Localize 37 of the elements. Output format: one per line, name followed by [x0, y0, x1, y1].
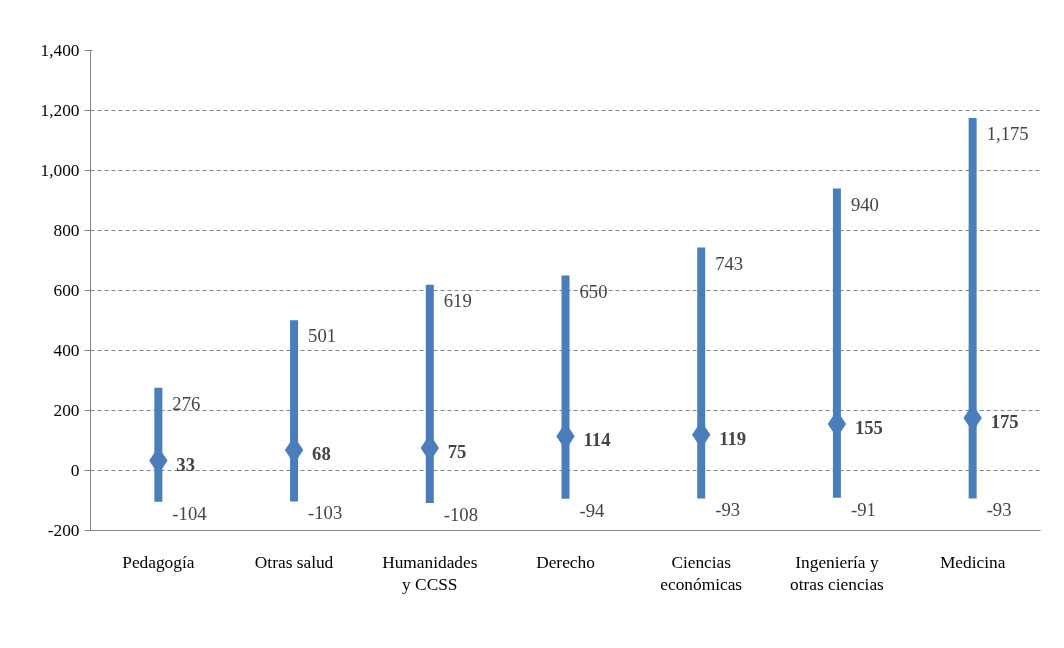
y-tick-label: 200	[53, 401, 80, 420]
data-label: 175	[990, 411, 1019, 432]
data-label: 75	[447, 441, 467, 462]
y-tick-label: 800	[53, 221, 80, 240]
annotation: 501	[308, 325, 337, 347]
data-label: 68	[312, 443, 331, 465]
x-tick-label: Humanidades y CCSS	[382, 552, 478, 595]
y-tick-label: 1,200	[40, 101, 80, 120]
x-tick-label: Derecho	[536, 552, 595, 572]
y-tick-label: 600	[53, 281, 80, 300]
x-tick-label: Pedagogía	[122, 552, 195, 572]
annotation: -93	[715, 499, 741, 521]
y-tick-label: -200	[47, 521, 80, 540]
annotation: -93	[986, 499, 1012, 521]
x-tick-label: Ciencias económicas	[660, 552, 743, 595]
data-label: 33	[176, 453, 196, 475]
y-tick-label: 1,400	[40, 41, 80, 60]
y-tick-label: 400	[53, 341, 80, 360]
annotation: 619	[443, 289, 472, 311]
annotation: 650	[579, 280, 608, 302]
data-label: 119	[719, 427, 747, 449]
annotation: -108	[443, 503, 478, 525]
data-label: 114	[583, 429, 611, 451]
annotation: 940	[850, 193, 879, 215]
annotation: -94	[579, 499, 606, 521]
y-tick-label: 0	[70, 461, 80, 480]
annotation: -103	[308, 502, 343, 524]
x-tick-label: Medicina	[939, 552, 1006, 572]
y-tick-label: 1,000	[40, 161, 80, 180]
x-tick-label: Otras salud	[254, 552, 334, 572]
annotation: 276	[172, 392, 201, 414]
annotation: 1,175	[986, 123, 1029, 144]
data-label: 155	[854, 417, 883, 438]
x-tick-label: Ingeniería y otras ciencias	[790, 552, 885, 595]
annotation: -91	[850, 498, 876, 520]
annotation: 743	[715, 252, 744, 274]
annotation: -104	[172, 502, 208, 524]
